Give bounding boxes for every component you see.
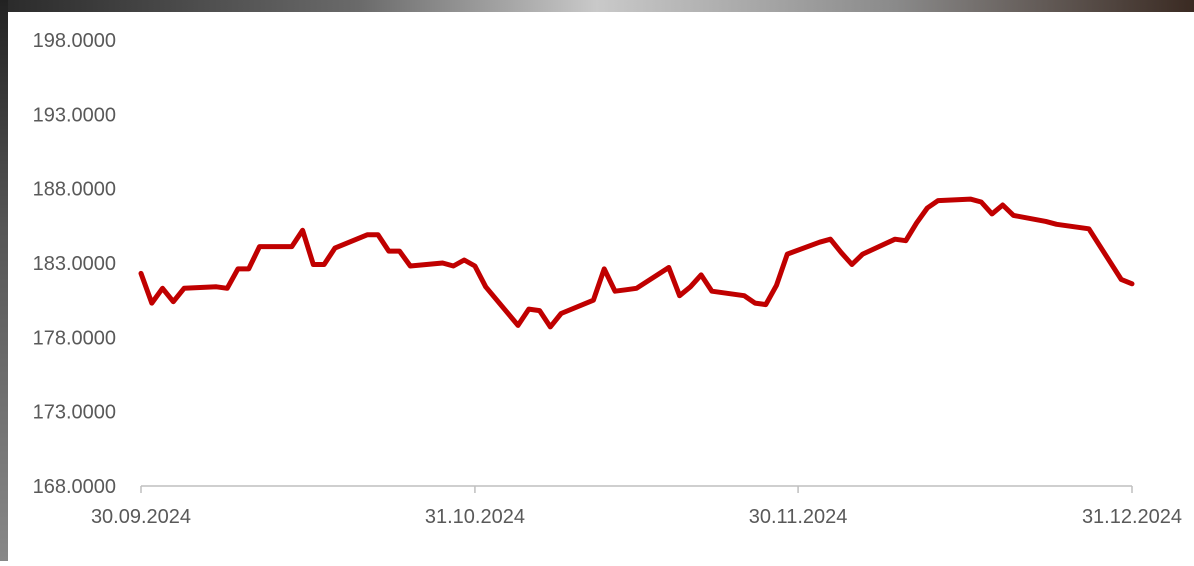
price-series-line <box>138 196 1135 330</box>
y-axis-tick-labels: 168.0000 173.0000 178.0000 183.0000 188.0000… <box>33 30 116 498</box>
y-tick-label: 183.0000 <box>33 253 116 275</box>
x-tick-label: 31.10.2024 <box>425 506 525 528</box>
x-tick-label: 30.09.2024 <box>91 506 191 528</box>
y-tick-label: 173.0000 <box>33 402 116 424</box>
line-chart: 168.0000 173.0000 178.0000 183.0000 188.0000… <box>33 30 1182 528</box>
window-top-border <box>0 0 1194 12</box>
y-tick-label: 168.0000 <box>33 476 116 498</box>
x-tick-label: 30.11.2024 <box>749 506 848 528</box>
window-left-border <box>0 0 8 561</box>
y-tick-label: 188.0000 <box>33 179 116 201</box>
chart-panel: 168.0000 173.0000 178.0000 183.0000 188.0000… <box>8 12 1194 561</box>
y-tick-label: 178.0000 <box>33 327 116 349</box>
y-tick-label: 193.0000 <box>33 104 116 126</box>
x-tick-label: 31.12.2024 <box>1082 506 1182 528</box>
y-tick-label: 198.0000 <box>33 30 116 52</box>
x-axis-ticks: 30.09.2024 31.10.2024 30.11.2024 31.12.2024 <box>91 486 1182 528</box>
